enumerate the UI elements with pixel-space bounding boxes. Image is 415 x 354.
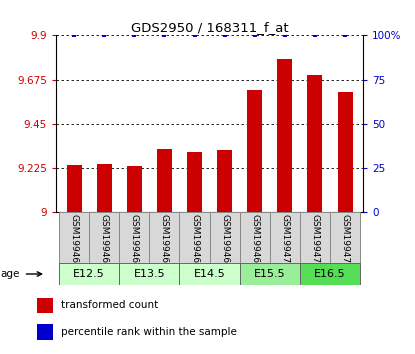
- Bar: [330, 212, 360, 264]
- Point: [161, 33, 168, 38]
- Bar: [157, 149, 172, 212]
- Point: [71, 33, 78, 38]
- Text: GSM199471: GSM199471: [310, 215, 320, 269]
- Bar: [210, 212, 240, 264]
- Bar: [179, 212, 210, 264]
- Bar: [59, 263, 119, 285]
- Bar: [179, 263, 240, 285]
- Text: E12.5: E12.5: [73, 269, 105, 279]
- Bar: [270, 212, 300, 264]
- Text: GSM199464: GSM199464: [100, 215, 109, 269]
- Text: GSM199463: GSM199463: [70, 215, 78, 269]
- Point: [342, 33, 348, 38]
- Bar: [149, 212, 179, 264]
- Bar: [127, 166, 142, 212]
- Bar: [37, 324, 54, 339]
- Text: E16.5: E16.5: [314, 269, 346, 279]
- Point: [312, 33, 318, 38]
- Point: [251, 33, 258, 38]
- Point: [191, 33, 198, 38]
- Text: GSM199469: GSM199469: [250, 215, 259, 269]
- Bar: [300, 212, 330, 264]
- Point: [281, 33, 288, 38]
- Text: E14.5: E14.5: [194, 269, 225, 279]
- Text: age: age: [0, 269, 20, 279]
- Bar: [240, 212, 270, 264]
- Bar: [66, 165, 82, 212]
- Point: [101, 33, 107, 38]
- Text: transformed count: transformed count: [61, 300, 159, 310]
- Bar: [187, 153, 202, 212]
- Bar: [119, 263, 179, 285]
- Bar: [97, 164, 112, 212]
- Bar: [89, 212, 119, 264]
- Text: E15.5: E15.5: [254, 269, 286, 279]
- Text: GSM199465: GSM199465: [130, 215, 139, 269]
- Bar: [277, 59, 293, 212]
- Text: GSM199468: GSM199468: [220, 215, 229, 269]
- Text: E13.5: E13.5: [134, 269, 165, 279]
- Text: percentile rank within the sample: percentile rank within the sample: [61, 327, 237, 337]
- Title: GDS2950 / 168311_f_at: GDS2950 / 168311_f_at: [131, 21, 288, 34]
- Text: GSM199466: GSM199466: [160, 215, 169, 269]
- Text: GSM199472: GSM199472: [341, 215, 349, 269]
- Text: GSM199467: GSM199467: [190, 215, 199, 269]
- Bar: [37, 297, 54, 313]
- Bar: [217, 150, 232, 212]
- Text: GSM199470: GSM199470: [281, 215, 289, 269]
- Bar: [300, 263, 360, 285]
- Bar: [240, 263, 300, 285]
- Bar: [337, 92, 353, 212]
- Bar: [119, 212, 149, 264]
- Bar: [59, 212, 89, 264]
- Point: [221, 33, 228, 38]
- Bar: [308, 75, 322, 212]
- Bar: [247, 91, 262, 212]
- Point: [131, 33, 138, 38]
